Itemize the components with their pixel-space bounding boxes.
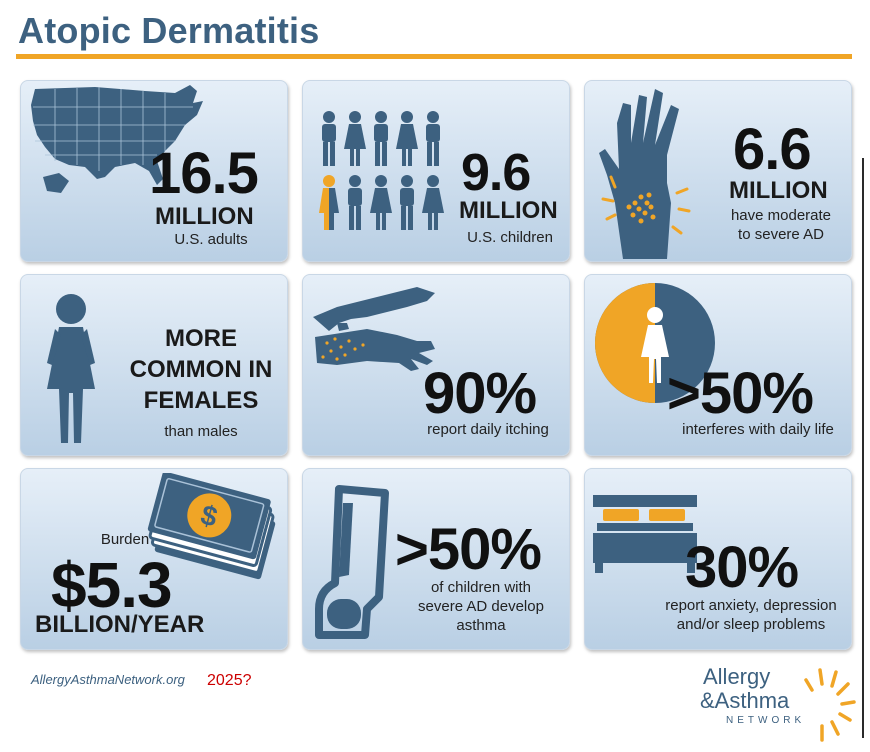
- title-rule: [16, 54, 852, 59]
- stat-number: 16.5: [149, 141, 259, 206]
- footer-note: 2025?: [207, 672, 252, 689]
- stat-number: 90%: [423, 361, 537, 426]
- bed-icon: [593, 495, 697, 573]
- stat-caption: interferes with daily life: [682, 421, 834, 438]
- card-moderate-severe: 6.6 MILLION have moderate to severe AD: [584, 80, 852, 262]
- stat-caption: have moderate to severe AD: [730, 207, 832, 243]
- footer-url: AllergyAsthmaNetwork.org: [31, 672, 185, 687]
- card-asthma: >50% of children with severe AD develop …: [302, 468, 570, 650]
- stat-caption: report daily itching: [427, 421, 549, 438]
- stat-number: 9.6: [461, 144, 531, 202]
- female-icon: [47, 294, 95, 443]
- card-us-adults: 16.5 MILLION U.S. adults: [20, 80, 288, 262]
- logo-line2: &Asthma: [700, 688, 790, 713]
- stat-number: 30%: [685, 535, 799, 600]
- pie-female-icon: [595, 283, 715, 403]
- stat-unit: MILLION: [459, 197, 558, 224]
- stat-caption: of children with severe AD develop asthm…: [418, 579, 544, 634]
- stat-caption: U.S. children: [467, 229, 553, 246]
- card-females: MORE COMMON IN FEMALES than males: [20, 274, 288, 456]
- card-anxiety: 30% report anxiety, depression and/or sl…: [584, 468, 852, 650]
- logo-line1: Allergy: [703, 664, 771, 689]
- inhaler-icon: [315, 485, 389, 639]
- card-burden: $ Burden $5.3 BILLION/YEAR: [20, 468, 288, 650]
- stat-number: $5.3: [51, 549, 173, 621]
- children-icon: [319, 111, 444, 230]
- stat-headline: MORE COMMON IN FEMALES: [129, 325, 273, 415]
- vertical-divider: [862, 158, 864, 738]
- logo-line3: NETWORK: [726, 715, 806, 726]
- stat-unit: BILLION/YEAR: [35, 611, 205, 638]
- stat-number: >50%: [395, 517, 542, 582]
- money-icon: $: [147, 473, 276, 580]
- scratching-hand-icon: [313, 287, 435, 371]
- us-map-icon: [31, 85, 203, 193]
- sunburst-icon: [804, 668, 856, 742]
- stat-unit: MILLION: [729, 177, 828, 204]
- stat-caption: U.S. adults: [174, 231, 248, 248]
- card-us-children: 9.6 MILLION U.S. children: [302, 80, 570, 262]
- page-title: Atopic Dermatitis: [18, 10, 320, 51]
- hand-icon: [599, 89, 691, 259]
- stat-caption: report anxiety, depression and/or sleep …: [665, 597, 837, 633]
- card-daily-life: >50% interferes with daily life: [584, 274, 852, 456]
- stat-unit: MILLION: [155, 203, 254, 230]
- card-itching: 90% report daily itching: [302, 274, 570, 456]
- allergy-asthma-network-logo: Allergy &Asthma NETWORK: [700, 660, 860, 745]
- stat-number: 6.6: [733, 117, 812, 182]
- stat-number: >50%: [667, 361, 814, 426]
- stat-caption: than males: [164, 423, 238, 440]
- burden-label: Burden: [100, 531, 150, 548]
